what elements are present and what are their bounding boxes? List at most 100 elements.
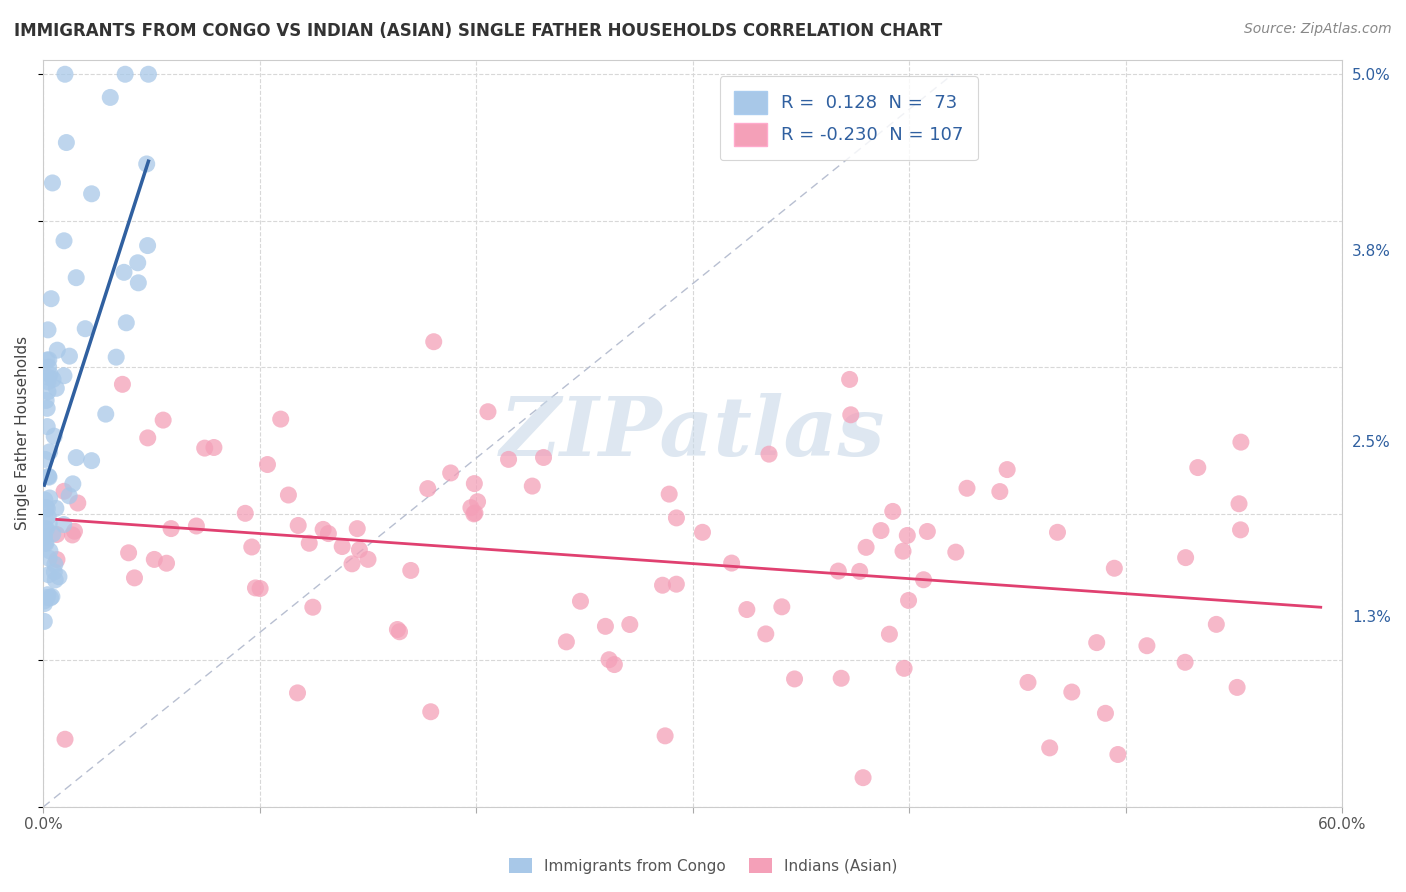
- Immigrants from Congo: [105, 350, 128, 364]
- Indians (Asian): [770, 599, 793, 614]
- Indians (Asian): [848, 565, 870, 579]
- Immigrants from Congo: [39, 368, 62, 382]
- Indians (Asian): [1107, 747, 1129, 762]
- Immigrants from Congo: [112, 265, 135, 279]
- Immigrants from Congo: [37, 469, 59, 483]
- Immigrants from Congo: [138, 67, 160, 81]
- Immigrants from Congo: [39, 591, 62, 605]
- Indians (Asian): [463, 507, 485, 521]
- Indians (Asian): [1174, 655, 1197, 669]
- Immigrants from Congo: [37, 375, 59, 389]
- Indians (Asian): [186, 519, 208, 533]
- Indians (Asian): [399, 564, 422, 578]
- Immigrants from Congo: [44, 558, 66, 572]
- Indians (Asian): [896, 528, 918, 542]
- Immigrants from Congo: [37, 419, 59, 434]
- Indians (Asian): [477, 405, 499, 419]
- Immigrants from Congo: [37, 384, 59, 399]
- Indians (Asian): [318, 526, 340, 541]
- Indians (Asian): [233, 506, 256, 520]
- Indians (Asian): [852, 771, 875, 785]
- Indians (Asian): [692, 525, 714, 540]
- Indians (Asian): [152, 413, 174, 427]
- Indians (Asian): [340, 557, 363, 571]
- Indians (Asian): [160, 522, 183, 536]
- Indians (Asian): [117, 546, 139, 560]
- Indians (Asian): [783, 672, 806, 686]
- Indians (Asian): [658, 487, 681, 501]
- Immigrants from Congo: [35, 522, 58, 536]
- Indians (Asian): [46, 552, 69, 566]
- Indians (Asian): [1230, 435, 1253, 450]
- Indians (Asian): [240, 540, 263, 554]
- Indians (Asian): [111, 377, 134, 392]
- Immigrants from Congo: [38, 445, 60, 459]
- Immigrants from Congo: [37, 591, 59, 605]
- Immigrants from Congo: [53, 67, 76, 81]
- Indians (Asian): [287, 686, 309, 700]
- Indians (Asian): [124, 571, 146, 585]
- Text: Source: ZipAtlas.com: Source: ZipAtlas.com: [1244, 22, 1392, 37]
- Immigrants from Congo: [53, 234, 76, 248]
- Indians (Asian): [256, 458, 278, 472]
- Indians (Asian): [1187, 460, 1209, 475]
- Indians (Asian): [1039, 740, 1062, 755]
- Indians (Asian): [1229, 523, 1251, 537]
- Indians (Asian): [917, 524, 939, 539]
- Immigrants from Congo: [55, 136, 77, 150]
- Immigrants from Congo: [37, 401, 59, 416]
- Indians (Asian): [312, 522, 335, 536]
- Immigrants from Congo: [38, 516, 60, 531]
- Indians (Asian): [830, 671, 852, 685]
- Indians (Asian): [619, 617, 641, 632]
- Indians (Asian): [1085, 635, 1108, 649]
- Indians (Asian): [1136, 639, 1159, 653]
- Indians (Asian): [569, 594, 592, 608]
- Indians (Asian): [45, 527, 67, 541]
- Immigrants from Congo: [44, 573, 66, 587]
- Indians (Asian): [277, 488, 299, 502]
- Indians (Asian): [287, 518, 309, 533]
- Indians (Asian): [870, 524, 893, 538]
- Immigrants from Congo: [75, 321, 97, 335]
- Immigrants from Congo: [65, 450, 87, 465]
- Immigrants from Congo: [38, 352, 60, 367]
- Indians (Asian): [467, 494, 489, 508]
- Indians (Asian): [387, 623, 409, 637]
- Indians (Asian): [1104, 561, 1126, 575]
- Indians (Asian): [63, 524, 86, 539]
- Indians (Asian): [349, 542, 371, 557]
- Immigrants from Congo: [34, 522, 56, 536]
- Immigrants from Congo: [127, 256, 149, 270]
- Immigrants from Congo: [127, 276, 149, 290]
- Indians (Asian): [533, 450, 555, 465]
- Indians (Asian): [758, 447, 780, 461]
- Text: ZIPatlas: ZIPatlas: [501, 393, 886, 474]
- Immigrants from Congo: [65, 270, 87, 285]
- Indians (Asian): [827, 564, 849, 578]
- Immigrants from Congo: [115, 316, 138, 330]
- Indians (Asian): [463, 476, 485, 491]
- Indians (Asian): [855, 541, 877, 555]
- Immigrants from Congo: [39, 292, 62, 306]
- Immigrants from Congo: [52, 368, 75, 383]
- Indians (Asian): [143, 552, 166, 566]
- Indians (Asian): [194, 441, 217, 455]
- Indians (Asian): [60, 528, 83, 542]
- Indians (Asian): [839, 408, 862, 422]
- Immigrants from Congo: [80, 453, 103, 467]
- Indians (Asian): [464, 506, 486, 520]
- Indians (Asian): [879, 627, 901, 641]
- Indians (Asian): [136, 431, 159, 445]
- Indians (Asian): [346, 522, 368, 536]
- Immigrants from Congo: [34, 535, 56, 549]
- Indians (Asian): [1060, 685, 1083, 699]
- Immigrants from Congo: [38, 491, 60, 505]
- Immigrants from Congo: [37, 509, 59, 524]
- Indians (Asian): [995, 462, 1018, 476]
- Immigrants from Congo: [35, 353, 58, 368]
- Immigrants from Congo: [114, 67, 136, 81]
- Indians (Asian): [1017, 675, 1039, 690]
- Indians (Asian): [891, 544, 914, 558]
- Indians (Asian): [1174, 550, 1197, 565]
